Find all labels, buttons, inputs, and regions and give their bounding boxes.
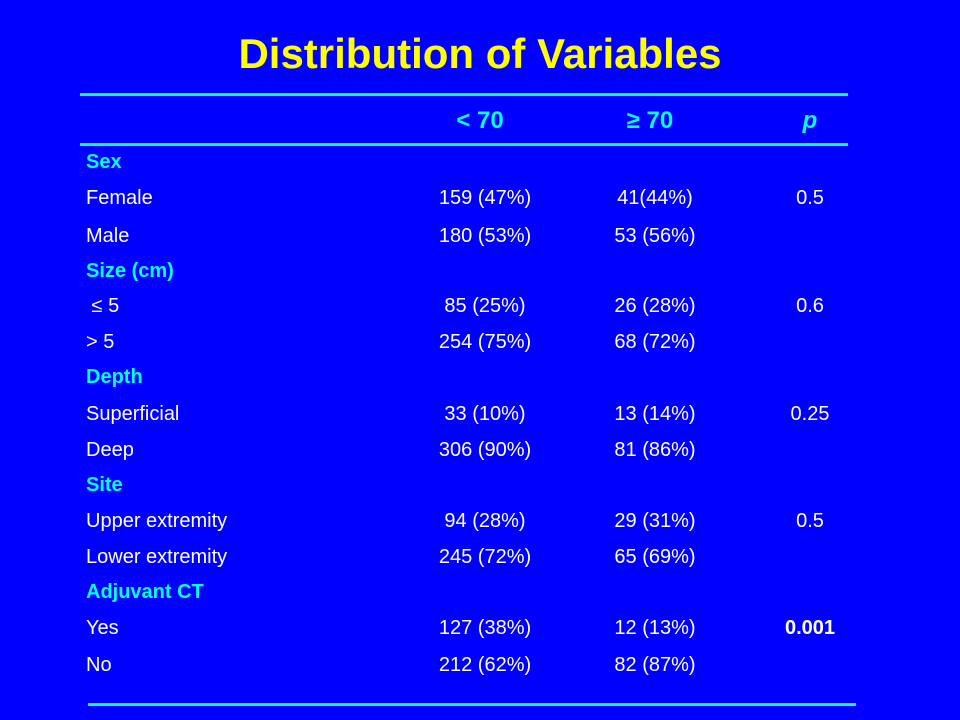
cell-70-and-over: 53 (56%) [614, 225, 696, 247]
cell-under-70: 94 (28%) [444, 510, 526, 532]
cell-p-value: 0.6 [796, 295, 824, 317]
table-row: Female 159 (47%) 41(44%) 0.5 [0, 183, 960, 213]
cell-under-70: 212 (62%) [438, 654, 532, 676]
cell-70-and-over: 65 (69%) [614, 546, 696, 568]
row-label: ≤ 5 [86, 295, 120, 317]
cell-70-and-over: 41(44%) [617, 187, 693, 209]
table-row: Lower extremity 245 (72%) 65 (69%) [0, 542, 960, 572]
table-row: > 5 254 (75%) 68 (72%) [0, 327, 960, 357]
cell-70-and-over: 82 (87%) [614, 654, 696, 676]
row-label: No [86, 654, 112, 676]
cell-p-value: 0.001 [784, 617, 836, 639]
table-row: Deep 306 (90%) 81 (86%) [0, 435, 960, 465]
table-row: Male 180 (53%) 53 (56%) [0, 221, 960, 251]
section-label: Size (cm) [86, 260, 174, 282]
section-label: Sex [86, 151, 122, 173]
cell-under-70: 127 (38%) [438, 617, 532, 639]
row-label: Upper extremity [86, 510, 228, 532]
cell-p-value: 0.5 [796, 510, 824, 532]
cell-under-70: 254 (75%) [438, 331, 532, 353]
cell-under-70: 85 (25%) [444, 295, 526, 317]
row-label: Deep [86, 439, 134, 461]
table-row-section: Adjuvant CT [0, 577, 960, 607]
cell-70-and-over: 12 (13%) [614, 617, 696, 639]
table-bottom-rule [88, 703, 856, 706]
row-label: Female [86, 187, 153, 209]
cell-p-value: 0.5 [796, 187, 824, 209]
section-label: Site [86, 474, 123, 496]
column-header-70-and-over: ≥ 70 [626, 107, 674, 134]
slide-title: Distribution of Variables [238, 30, 722, 77]
cell-under-70: 33 (10%) [444, 403, 526, 425]
table-row: Yes 127 (38%) 12 (13%) 0.001 [0, 613, 960, 643]
cell-70-and-over: 26 (28%) [614, 295, 696, 317]
header-bottom-rule [80, 143, 848, 146]
table-row: No 212 (62%) 82 (87%) [0, 650, 960, 680]
header-top-rule [80, 93, 848, 96]
cell-p-value: 0.25 [790, 403, 830, 425]
row-label: Superficial [86, 403, 180, 425]
cell-under-70: 245 (72%) [438, 546, 532, 568]
cell-70-and-over: 13 (14%) [614, 403, 696, 425]
cell-under-70: 306 (90%) [438, 439, 532, 461]
table-row-section: Site [0, 470, 960, 500]
cell-70-and-over: 81 (86%) [614, 439, 696, 461]
table-row: Upper extremity 94 (28%) 29 (31%) 0.5 [0, 506, 960, 536]
table-row: Superficial 33 (10%) 13 (14%) 0.25 [0, 399, 960, 429]
table-row-section: Sex [0, 147, 960, 177]
column-header-under-70: < 70 [456, 107, 504, 134]
section-label: Adjuvant CT [86, 581, 204, 603]
cell-70-and-over: 68 (72%) [614, 331, 696, 353]
cell-70-and-over: 29 (31%) [614, 510, 696, 532]
row-label: > 5 [86, 331, 115, 353]
cell-under-70: 180 (53%) [438, 225, 532, 247]
table-row: ≤ 5 85 (25%) 26 (28%) 0.6 [0, 291, 960, 321]
table-row-section: Depth [0, 362, 960, 392]
row-label: Lower extremity [86, 546, 228, 568]
column-header-p-value: p [802, 107, 818, 134]
row-label: Male [86, 225, 130, 247]
row-label: Yes [86, 617, 119, 639]
section-label: Depth [86, 366, 143, 388]
table-row-section: Size (cm) [0, 256, 960, 286]
cell-under-70: 159 (47%) [438, 187, 532, 209]
